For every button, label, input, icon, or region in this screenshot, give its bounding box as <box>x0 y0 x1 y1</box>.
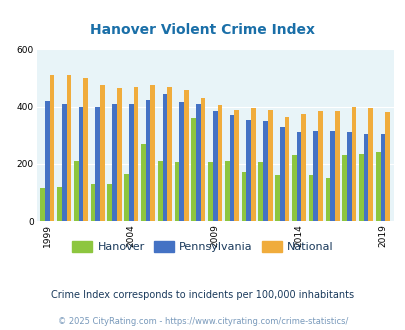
Bar <box>129 104 133 221</box>
Bar <box>158 161 162 221</box>
Bar <box>341 155 346 221</box>
Text: © 2025 CityRating.com - https://www.cityrating.com/crime-statistics/: © 2025 CityRating.com - https://www.city… <box>58 317 347 326</box>
Bar <box>262 121 267 221</box>
Bar <box>363 134 368 221</box>
Bar <box>224 161 229 221</box>
Bar <box>291 155 296 221</box>
Bar <box>117 88 121 221</box>
Bar <box>162 94 167 221</box>
Bar <box>267 110 272 221</box>
Bar <box>150 85 155 221</box>
Bar <box>183 89 188 221</box>
Bar <box>308 175 313 221</box>
Bar <box>313 131 318 221</box>
Bar <box>325 178 329 221</box>
Bar <box>234 110 239 221</box>
Legend: Hanover, Pennsylvania, National: Hanover, Pennsylvania, National <box>67 237 338 257</box>
Bar <box>100 85 104 221</box>
Bar <box>334 111 339 221</box>
Text: Hanover Violent Crime Index: Hanover Violent Crime Index <box>90 23 315 37</box>
Bar <box>196 104 200 221</box>
Bar <box>229 115 234 221</box>
Bar <box>45 101 50 221</box>
Bar <box>145 100 150 221</box>
Bar <box>208 162 212 221</box>
Bar <box>250 108 255 221</box>
Bar <box>79 107 83 221</box>
Bar <box>217 105 222 221</box>
Bar <box>112 104 117 221</box>
Text: Crime Index corresponds to incidents per 100,000 inhabitants: Crime Index corresponds to incidents per… <box>51 290 354 300</box>
Bar <box>246 119 250 221</box>
Bar <box>212 111 217 221</box>
Bar <box>141 144 145 221</box>
Bar <box>375 152 379 221</box>
Bar <box>346 132 351 221</box>
Bar <box>329 131 334 221</box>
Bar <box>368 108 372 221</box>
Bar <box>191 118 196 221</box>
Bar <box>200 98 205 221</box>
Bar <box>241 173 246 221</box>
Bar <box>95 107 100 221</box>
Bar <box>66 75 71 221</box>
Bar <box>258 162 262 221</box>
Bar <box>284 117 289 221</box>
Bar <box>358 154 363 221</box>
Bar <box>90 184 95 221</box>
Bar <box>174 162 179 221</box>
Bar <box>279 127 284 221</box>
Bar <box>296 132 301 221</box>
Bar <box>384 113 389 221</box>
Bar <box>275 175 279 221</box>
Bar <box>351 107 356 221</box>
Bar <box>40 188 45 221</box>
Bar <box>133 87 138 221</box>
Bar <box>57 187 62 221</box>
Bar <box>107 184 112 221</box>
Bar <box>167 87 171 221</box>
Bar <box>179 102 183 221</box>
Bar <box>124 174 129 221</box>
Bar <box>379 134 384 221</box>
Bar <box>74 161 79 221</box>
Bar <box>62 104 66 221</box>
Bar <box>318 111 322 221</box>
Bar <box>50 75 54 221</box>
Bar <box>301 114 305 221</box>
Bar <box>83 78 88 221</box>
